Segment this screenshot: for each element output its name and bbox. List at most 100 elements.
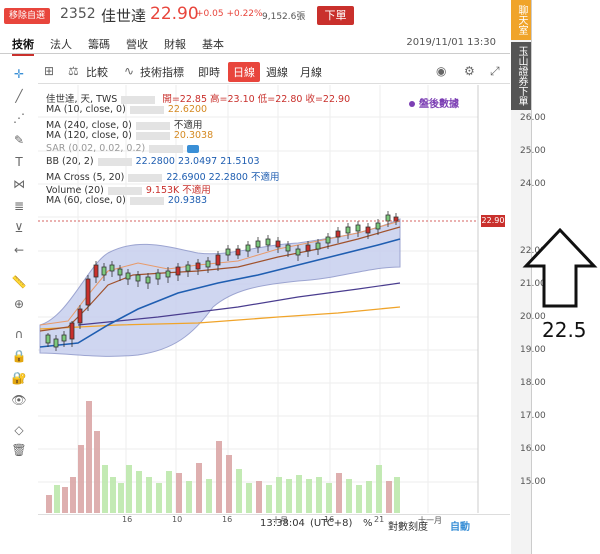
x-tick: 16 [324, 515, 335, 524]
legend-sar: SAR (0.02, 0.02, 0.2) [46, 143, 200, 154]
chart-toolbar: ⊞ ⚖ 比較 ∿ 技術指標 即時 日線 週線 月線 ◉ ⚙ ⤢ [38, 60, 510, 84]
y-tick: 25.00 [520, 146, 546, 156]
legend-macross-label: MA Cross (5, 20) [46, 172, 125, 183]
channel-icon[interactable]: ⋰ [13, 111, 25, 125]
legend-high: 高=23.10 [210, 94, 255, 105]
legend-ma240-label: MA (240, close, 0) [46, 120, 132, 131]
tab-technical[interactable]: 技術 [12, 36, 34, 56]
legend-macross: MA Cross (5, 20) 22.6900 22.2800 不適用 [46, 169, 280, 183]
legend-ma60: MA (60, close, 0) 20.9383 [46, 195, 207, 206]
legend-controls[interactable] [135, 121, 170, 130]
indicators-button[interactable]: 技術指標 [140, 66, 184, 79]
legend-close: 收=22.90 [305, 94, 351, 105]
legend-low: 低=22.80 [257, 94, 303, 105]
monthly-button[interactable]: 月線 [300, 66, 322, 79]
compare-icon[interactable]: ⚖ [68, 64, 79, 78]
layers-icon[interactable]: ◇ [14, 423, 24, 437]
back-icon[interactable]: ← [13, 243, 25, 257]
legend-controls[interactable] [129, 196, 164, 205]
settings-icon[interactable]: ⚙ [464, 64, 475, 78]
stock-code: 2352 [60, 6, 96, 22]
y-tick: 17.00 [520, 411, 546, 421]
last-price: 22.90 [150, 4, 199, 24]
crosshair-icon[interactable]: ✛ [13, 67, 25, 81]
chatroom-button[interactable]: 聊天室 [511, 0, 531, 40]
annotation-price: 22.5 [542, 318, 587, 342]
magnet-icon[interactable]: ∩ [14, 327, 24, 341]
lock-icon[interactable]: 🔒 [11, 349, 27, 363]
legend-volume-label: Volume (20) [46, 185, 104, 196]
auto-scale-toggle[interactable]: 自動 [450, 522, 470, 533]
drawing-tools: ✛ ╱ ⋰ ✎ T ⋈ ≣ ⊻ ← 📏 ⊕ ∩ 🔒 🔐 👁 ◇ 🗑 [8, 62, 34, 457]
fibonacci-icon[interactable]: ≣ [13, 199, 25, 213]
y-tick: 21.00 [520, 279, 546, 289]
broker-order-button[interactable]: 玉山證券下單 [511, 42, 531, 110]
gann-icon[interactable]: ⊻ [14, 221, 24, 235]
realtime-button[interactable]: 即時 [198, 66, 220, 79]
legend-controls[interactable] [135, 131, 170, 140]
legend-ma10-value: 22.6200 [167, 104, 208, 115]
legend-macross-values: 22.6900 22.2800 不適用 [166, 172, 280, 183]
legend-ma240: MA (240, close, 0) 不適用 [46, 117, 202, 131]
visibility-icon[interactable]: 👁 [11, 393, 27, 407]
legend-controls[interactable] [97, 157, 132, 166]
legend-controls[interactable] [107, 186, 142, 195]
y-tick: 24.00 [520, 179, 546, 189]
legend-controls[interactable] [128, 173, 163, 182]
after-hours-data-toggle[interactable]: 盤後數據 [409, 95, 459, 110]
y-tick: 26.00 [520, 113, 546, 123]
legend-ma60-label: MA (60, close, 0) [46, 195, 126, 206]
legend-ma120-label: MA (120, close, 0) [46, 130, 132, 141]
legend-controls[interactable] [149, 144, 184, 153]
chart-status-bar: 13:38:04 (UTC+8) % 對數刻度 自動 [38, 514, 510, 534]
text-icon[interactable]: T [15, 155, 23, 169]
y-tick: 18.00 [520, 378, 546, 388]
legend-open: 開=22.85 [162, 94, 208, 105]
tab-basic[interactable]: 基本 [202, 38, 224, 51]
y-tick: 15.00 [520, 477, 546, 487]
after-hours-dot-icon [409, 101, 415, 107]
tab-institutional[interactable]: 法人 [50, 38, 72, 51]
add-indicator-icon[interactable]: ⊞ [44, 64, 55, 78]
timezone-selector[interactable]: (UTC+8) [310, 518, 353, 529]
legend-ma10-label: MA (10, close, 0) [46, 104, 126, 115]
log-scale-toggle[interactable]: 對數刻度 [388, 522, 428, 533]
indicator-icon[interactable]: ∿ [124, 64, 135, 78]
brush-icon[interactable]: ✎ [13, 133, 25, 147]
price-change: +0.05 +0.22% [196, 9, 263, 19]
price-chart[interactable]: 九月 佳世達, 天, TWS 開=22.85 高=23.10 低=22.80 收… [38, 85, 546, 535]
tab-financials[interactable]: 財報 [164, 38, 186, 51]
camera-icon[interactable]: ◉ [436, 64, 447, 78]
y-tick: 16.00 [520, 444, 546, 454]
up-arrow-icon [522, 227, 598, 308]
remove-watchlist-button[interactable]: 移除自選 [4, 8, 50, 24]
lock-all-icon[interactable]: 🔐 [11, 371, 27, 385]
percent-scale-toggle[interactable]: % [363, 518, 373, 529]
info-tabs: 技術 法人 籌碼 營收 財報 基本 2019/11/01 13:30 [0, 32, 510, 56]
fullscreen-icon[interactable]: ⤢ [490, 64, 500, 78]
tab-chips[interactable]: 籌碼 [88, 38, 110, 51]
legend-title: 佳世達, 天, TWS [46, 94, 118, 105]
order-button[interactable]: 下單 [317, 6, 354, 25]
zoom-in-icon[interactable]: ⊕ [13, 297, 25, 311]
legend-ma10: MA (10, close, 0) 22.6200 [46, 104, 207, 115]
trendline-icon[interactable]: ╱ [15, 89, 23, 103]
legend-volume-values: 9.153K 不適用 [145, 185, 211, 196]
quote-header: 移除自選 2352 佳世達 22.90 +0.05 +0.22% 9,152.6… [0, 0, 510, 30]
trash-icon[interactable]: 🗑 [11, 443, 27, 457]
ruler-icon[interactable]: 📏 [11, 275, 27, 289]
visibility-icon[interactable] [187, 144, 200, 153]
weekly-button[interactable]: 週線 [266, 66, 288, 79]
legend-ma60-value: 20.9383 [167, 195, 208, 206]
tab-revenue[interactable]: 營收 [126, 38, 148, 51]
legend-controls[interactable] [121, 95, 156, 104]
x-tick: 十月 [272, 516, 288, 525]
daily-button[interactable]: 日線 [228, 62, 260, 82]
pattern-icon[interactable]: ⋈ [13, 177, 25, 191]
y-tick: 20.00 [520, 312, 546, 322]
legend-controls[interactable] [129, 105, 164, 114]
legend-ma120: MA (120, close, 0) 20.3038 [46, 130, 213, 141]
x-tick: 21 [374, 515, 385, 524]
compare-button[interactable]: 比較 [86, 66, 108, 79]
